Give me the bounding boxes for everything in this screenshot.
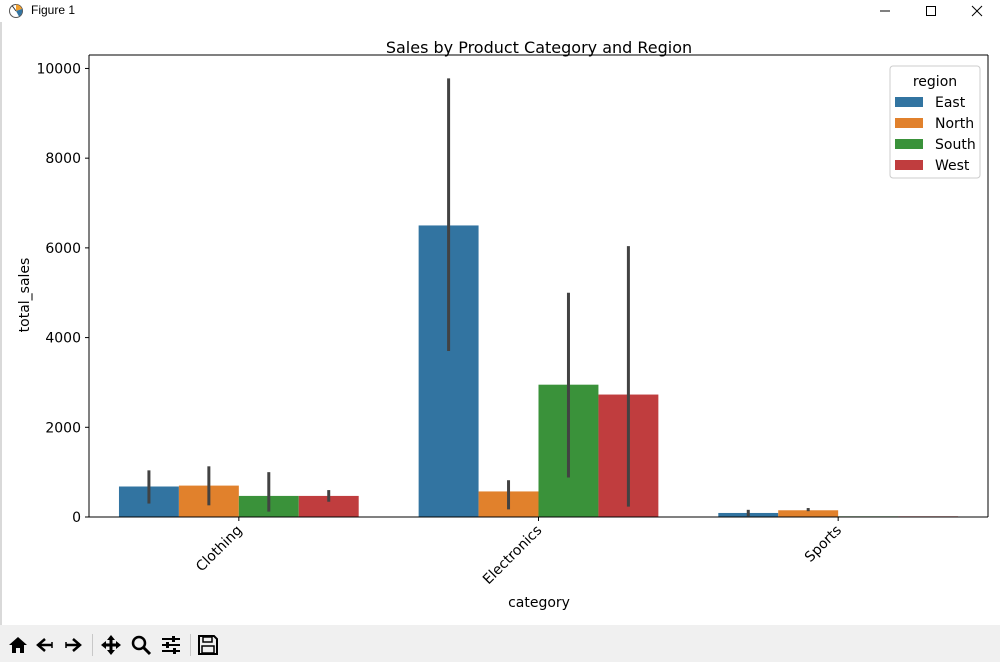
y-ticks: 0 2000 4000 6000 8000 10000 — [36, 61, 89, 526]
maximize-icon — [926, 6, 936, 16]
maximize-button[interactable] — [908, 0, 954, 22]
close-icon — [971, 5, 983, 17]
minimize-icon — [880, 10, 890, 12]
x-tick-label: Electronics — [480, 523, 545, 588]
home-button[interactable] — [6, 633, 30, 657]
configure-subplots-button[interactable] — [159, 633, 183, 657]
home-icon — [9, 637, 27, 653]
bar-group — [118, 225, 959, 518]
toolbar-separator — [190, 634, 191, 656]
legend-swatch-west — [895, 160, 923, 170]
errorbar-group — [147, 78, 810, 517]
legend-swatch-south — [895, 139, 923, 149]
back-arrow-icon — [36, 638, 53, 652]
legend-swatch-north — [895, 118, 923, 128]
minimize-button[interactable] — [862, 0, 908, 22]
window-title: Figure 1 — [31, 3, 76, 17]
bar-west-clothing — [298, 495, 359, 517]
legend: region East North South West — [889, 65, 981, 179]
legend-label-west: West — [935, 158, 970, 174]
save-icon — [198, 635, 218, 655]
x-tick-label: Sports — [802, 523, 845, 566]
x-ticks: Clothing Electronics Sports — [193, 517, 845, 588]
close-button[interactable] — [954, 0, 1000, 22]
legend-label-north: North — [935, 116, 974, 132]
chart-canvas: Sales by Product Category and Region cat… — [17, 38, 989, 611]
zoom-icon — [131, 635, 152, 656]
legend-label-east: East — [935, 95, 966, 111]
y-tick-label: 2000 — [45, 420, 81, 436]
legend-label-south: South — [935, 137, 976, 153]
legend-swatch-east — [895, 97, 923, 107]
x-tick-label: Clothing — [193, 523, 246, 576]
navigation-toolbar — [0, 625, 1000, 662]
forward-button[interactable] — [61, 633, 85, 657]
y-tick-label: 0 — [72, 510, 81, 526]
configure-subplots-icon — [162, 636, 180, 654]
y-tick-label: 6000 — [45, 241, 81, 257]
legend-title: region — [913, 74, 957, 90]
pan-icon — [101, 635, 121, 655]
back-button[interactable] — [33, 633, 57, 657]
toolbar-separator — [92, 634, 93, 656]
y-tick-label: 4000 — [45, 331, 81, 347]
matplotlib-logo-icon — [9, 4, 23, 18]
window-left-edge — [0, 22, 2, 625]
window-titlebar: Figure 1 — [0, 0, 1000, 22]
forward-arrow-icon — [65, 638, 82, 652]
chart-title: Sales by Product Category and Region — [386, 38, 692, 57]
legend-frame — [889, 65, 981, 179]
bar-north-sports — [778, 510, 839, 517]
pan-button[interactable] — [99, 633, 123, 657]
zoom-button[interactable] — [129, 633, 153, 657]
save-button[interactable] — [196, 633, 220, 657]
y-tick-label: 10000 — [36, 61, 81, 77]
y-axis-label: total_sales — [17, 258, 33, 333]
y-tick-label: 8000 — [45, 151, 81, 167]
x-axis-label: category — [508, 595, 570, 611]
